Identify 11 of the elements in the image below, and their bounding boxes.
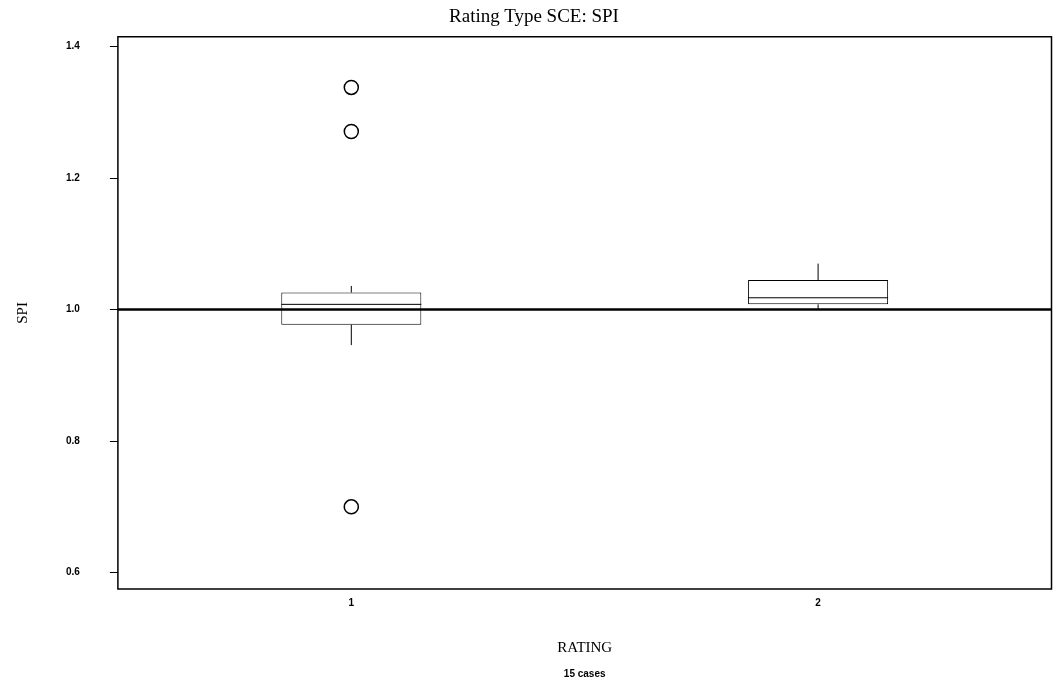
- y-axis-title: SPI: [13, 302, 30, 324]
- x-tick-label: 1: [348, 596, 355, 608]
- x-tick-label: 2: [815, 596, 822, 608]
- y-tick-label: 0.6: [66, 566, 81, 578]
- y-tick-label: 0.8: [66, 434, 81, 446]
- chart-title: Rating Type SCE: SPI: [449, 5, 619, 27]
- y-tick-label: 1.0: [66, 303, 81, 315]
- y-tick-label: 1.4: [66, 40, 81, 52]
- x-axis-title: RATING: [557, 638, 613, 655]
- y-tick-label: 1.2: [66, 171, 81, 183]
- text: 15 cases: [563, 668, 606, 679]
